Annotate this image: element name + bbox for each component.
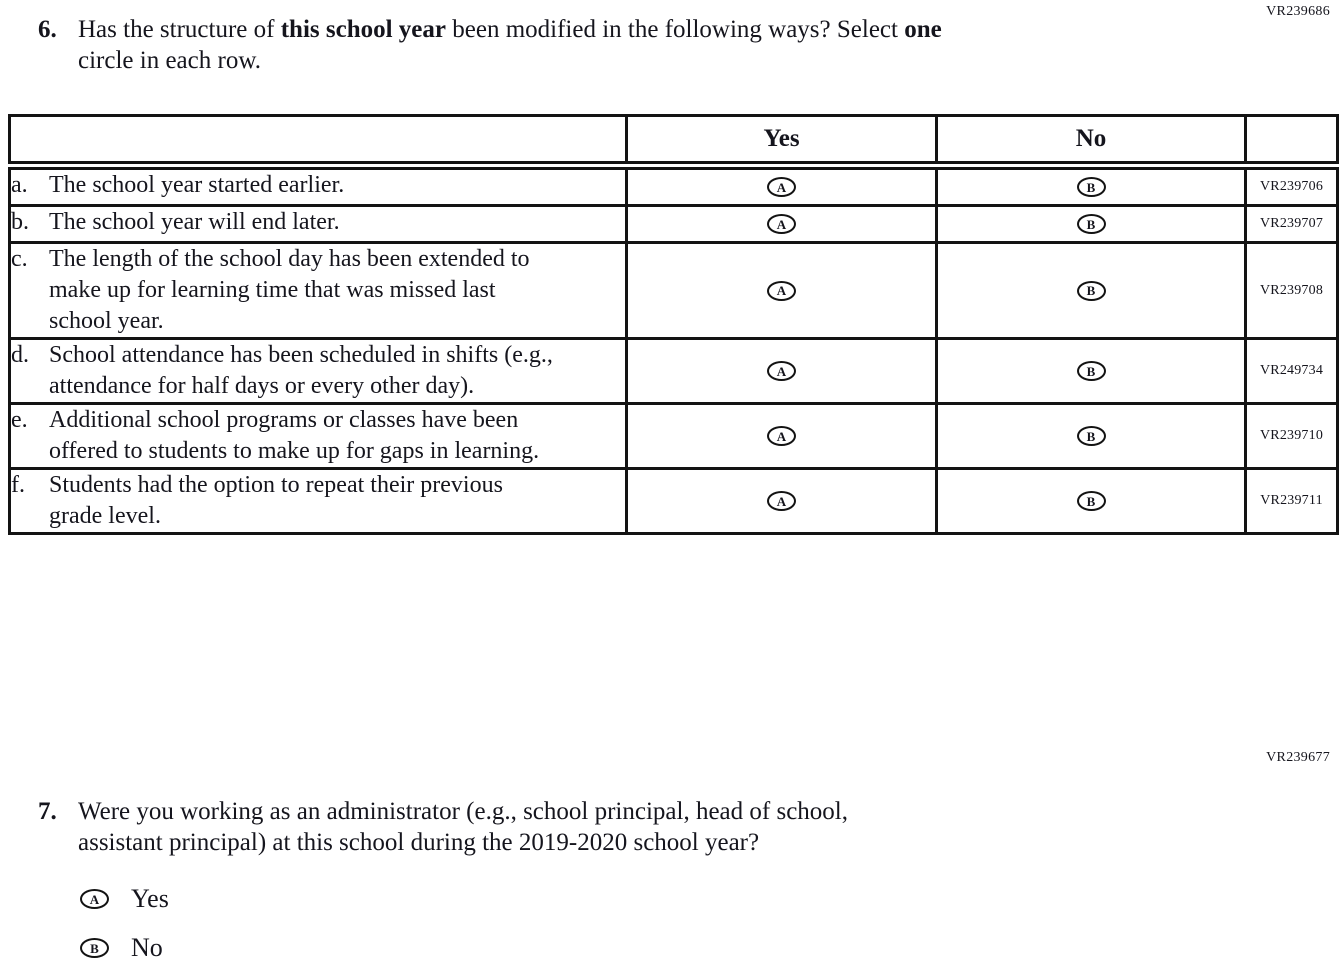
row-letter-d: d. bbox=[11, 342, 29, 368]
row-code-e: VR239710 bbox=[1244, 402, 1339, 470]
question6-text-part2: been modified in the following ways? Sel… bbox=[446, 16, 905, 43]
yes-bubble-b[interactable]: A bbox=[767, 214, 796, 234]
question7-number: 7. bbox=[38, 798, 57, 825]
statement-cell-f: f. Students had the option to repeat the… bbox=[8, 467, 628, 535]
question6-text-bold2: one bbox=[904, 16, 942, 43]
row-statement-b: The school year will end later. bbox=[49, 209, 340, 235]
table-row-c: c. The length of the school day has been… bbox=[8, 241, 1339, 340]
yes-bubble-e[interactable]: A bbox=[767, 426, 796, 446]
question7-text-line2: assistant principal) at this school duri… bbox=[78, 829, 760, 856]
header-yes: Yes bbox=[625, 114, 938, 170]
yes-cell-a: A bbox=[625, 164, 938, 207]
question6-stem: 6. Has the structure of this school year… bbox=[38, 14, 1218, 76]
yes-cell-b: A bbox=[625, 204, 938, 244]
row-code-a: VR239706 bbox=[1244, 164, 1339, 207]
question6-text-bold1: this school year bbox=[280, 16, 446, 43]
header-empty-statement bbox=[8, 114, 628, 170]
header-no: No bbox=[935, 114, 1247, 170]
yes-cell-d: A bbox=[625, 337, 938, 405]
no-bubble-a[interactable]: B bbox=[1076, 177, 1106, 197]
row-code-d: VR249734 bbox=[1244, 337, 1339, 405]
question7-option-yes[interactable]: A Yes bbox=[80, 884, 169, 914]
yes-cell-e: A bbox=[625, 402, 938, 470]
statement-cell-a: a. The school year started earlier. bbox=[8, 164, 628, 207]
row-letter-f: f. bbox=[11, 472, 25, 498]
row-statement-e: Additional school programs or classes ha… bbox=[49, 407, 540, 464]
table-row-d: d. School attendance has been scheduled … bbox=[8, 337, 1339, 405]
option-no-label: No bbox=[131, 933, 163, 962]
question6-text-part1: Has the structure of bbox=[78, 16, 281, 43]
row-letter-b: b. bbox=[11, 209, 29, 235]
yes-cell-f: A bbox=[625, 467, 938, 535]
no-cell-c: B bbox=[935, 241, 1247, 340]
option-yes-bubble[interactable]: A bbox=[80, 889, 109, 909]
question6-text: Has the structure of this school year be… bbox=[78, 14, 942, 76]
header-empty-code bbox=[1244, 114, 1339, 170]
row-code-f: VR239711 bbox=[1244, 467, 1339, 535]
statement-cell-c: c. The length of the school day has been… bbox=[8, 241, 628, 340]
yes-bubble-a[interactable]: A bbox=[767, 177, 796, 197]
yes-cell-c: A bbox=[625, 241, 938, 340]
no-bubble-f[interactable]: B bbox=[1076, 491, 1106, 511]
no-bubble-e[interactable]: B bbox=[1076, 426, 1106, 446]
row-code-c: VR239708 bbox=[1244, 241, 1339, 340]
no-bubble-b[interactable]: B bbox=[1076, 214, 1106, 234]
row-statement-f: Students had the option to repeat their … bbox=[49, 472, 503, 529]
question7-text-line1: Were you working as an administrator (e.… bbox=[78, 798, 848, 825]
row-code-b: VR239707 bbox=[1244, 204, 1339, 244]
statement-cell-b: b. The school year will end later. bbox=[8, 204, 628, 244]
row-letter-e: e. bbox=[11, 407, 28, 433]
table-row-a: a. The school year started earlier. A B … bbox=[8, 164, 1339, 207]
question6-number: 6. bbox=[38, 16, 57, 43]
no-cell-f: B bbox=[935, 467, 1247, 535]
question7-option-no[interactable]: B No bbox=[80, 933, 163, 963]
question6-answer-table: Yes No a. The school year started earlie… bbox=[8, 114, 1339, 535]
row-letter-a: a. bbox=[11, 172, 28, 198]
statement-cell-d: d. School attendance has been scheduled … bbox=[8, 337, 628, 405]
option-no-bubble[interactable]: B bbox=[80, 938, 109, 958]
no-cell-b: B bbox=[935, 204, 1247, 244]
yes-bubble-d[interactable]: A bbox=[767, 361, 796, 381]
table-row-e: e. Additional school programs or classes… bbox=[8, 402, 1339, 470]
yes-bubble-f[interactable]: A bbox=[767, 491, 796, 511]
statement-cell-e: e. Additional school programs or classes… bbox=[8, 402, 628, 470]
table-row-b: b. The school year will end later. A B V… bbox=[8, 204, 1339, 244]
row-statement-c: The length of the school day has been ex… bbox=[49, 246, 530, 334]
question6-text-line2: circle in each row. bbox=[78, 47, 261, 74]
no-bubble-d[interactable]: B bbox=[1076, 361, 1106, 381]
row-statement-d: School attendance has been scheduled in … bbox=[49, 342, 553, 399]
option-yes-label: Yes bbox=[131, 884, 169, 913]
table-row-f: f. Students had the option to repeat the… bbox=[8, 467, 1339, 535]
table-header-row: Yes No bbox=[8, 114, 1339, 170]
question7-stem: 7. Were you working as an administrator … bbox=[38, 796, 1218, 858]
question6-form-code: VR239686 bbox=[1266, 4, 1330, 19]
no-cell-d: B bbox=[935, 337, 1247, 405]
yes-bubble-c[interactable]: A bbox=[767, 280, 796, 301]
no-cell-e: B bbox=[935, 402, 1247, 470]
question7-form-code: VR239677 bbox=[1266, 750, 1330, 765]
row-letter-c: c. bbox=[11, 246, 28, 272]
no-cell-a: B bbox=[935, 164, 1247, 207]
row-statement-a: The school year started earlier. bbox=[49, 172, 345, 198]
no-bubble-c[interactable]: B bbox=[1076, 280, 1106, 301]
question7-text: Were you working as an administrator (e.… bbox=[78, 796, 848, 858]
